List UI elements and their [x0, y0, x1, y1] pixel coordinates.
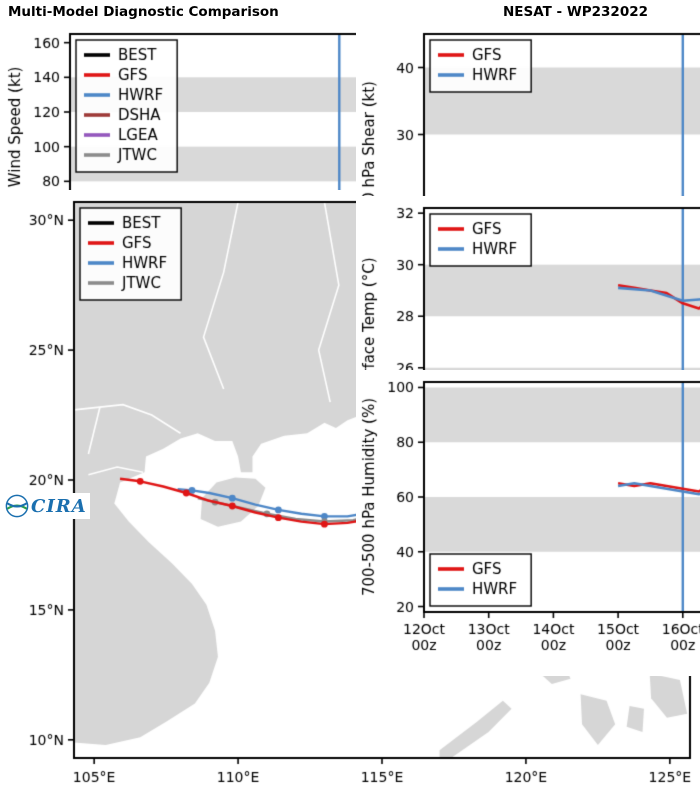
cira-globe-icon: [5, 494, 29, 518]
page-title: Multi-Model Diagnostic Comparison: [8, 4, 279, 20]
mid-level-rh-chart: [356, 370, 700, 676]
cira-logo: CIRA: [2, 493, 90, 519]
storm-id: NESAT - WP232022: [503, 4, 648, 20]
cira-logo-text: CIRA: [31, 495, 87, 517]
